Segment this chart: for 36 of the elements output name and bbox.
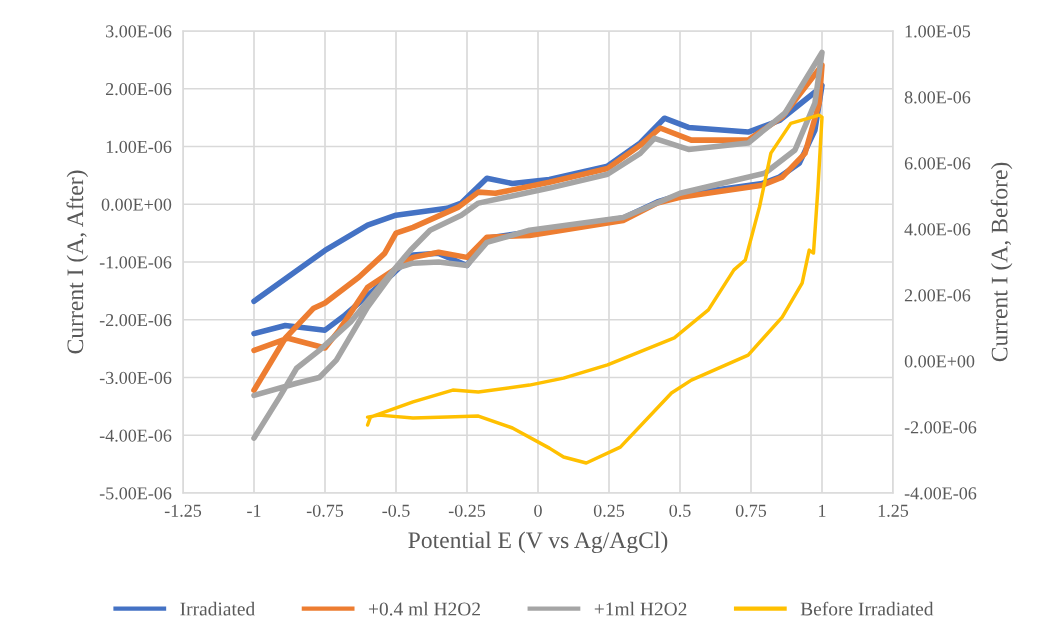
x-tick-label: 0.75 bbox=[735, 504, 767, 517]
y2-tick-label: 2.00E-06 bbox=[904, 289, 971, 302]
x-tick-label: -0.25 bbox=[448, 504, 486, 517]
x-tick-label: -0.75 bbox=[306, 504, 344, 517]
line-series bbox=[365, 113, 824, 465]
y2-tick-label: -2.00E-06 bbox=[904, 421, 977, 434]
x-tick-label: -1 bbox=[247, 504, 261, 517]
legend-label: +1ml H2O2 bbox=[594, 601, 687, 616]
x-tick-label: -1.25 bbox=[164, 504, 202, 517]
y2-tick-label: -4.00E-06 bbox=[904, 487, 977, 500]
x-axis-title: Potential E (V vs Ag/AgCl) bbox=[408, 531, 668, 554]
y2-axis-title: Current I (A, Before) bbox=[990, 162, 1013, 362]
y-tick-label: 3.00E-06 bbox=[106, 25, 172, 38]
y-tick-label: -2.00E-06 bbox=[99, 314, 172, 327]
x-tick-label: 0.25 bbox=[593, 504, 625, 517]
x-tick-label: -0.5 bbox=[382, 504, 410, 517]
y-tick-label: -3.00E-06 bbox=[99, 371, 172, 385]
y-tick-label: 1.00E-06 bbox=[106, 140, 172, 154]
x-tick-label: 1.25 bbox=[878, 504, 909, 517]
y-tick-label: 0.00E+00 bbox=[101, 198, 172, 211]
y-tick-label: 2.00E-06 bbox=[105, 83, 172, 96]
y2-tick-label: 4.00E-06 bbox=[904, 223, 971, 236]
y-axis-title: Current I (A, After) bbox=[66, 170, 89, 354]
x-tick-label: 0.5 bbox=[669, 504, 691, 517]
y2-tick-label: 1.00E-05 bbox=[905, 25, 971, 38]
legend-label: +0.4 ml H2O2 bbox=[368, 601, 480, 616]
y2-tick-label: 6.00E-06 bbox=[904, 157, 971, 170]
legend-label: Before Irradiated bbox=[800, 601, 934, 616]
y2-tick-label: 8.00E-06 bbox=[904, 91, 971, 104]
y-tick-label: -1.00E-06 bbox=[99, 256, 172, 269]
y-tick-label: -4.00E-06 bbox=[99, 429, 172, 442]
y-tick-label: -5.00E-06 bbox=[99, 487, 172, 500]
legend-label: Irradiated bbox=[180, 601, 255, 616]
y2-tick-label: 0.00E+00 bbox=[904, 355, 975, 368]
x-tick-label: 0 bbox=[534, 504, 542, 517]
x-tick-label: 1 bbox=[819, 504, 826, 517]
